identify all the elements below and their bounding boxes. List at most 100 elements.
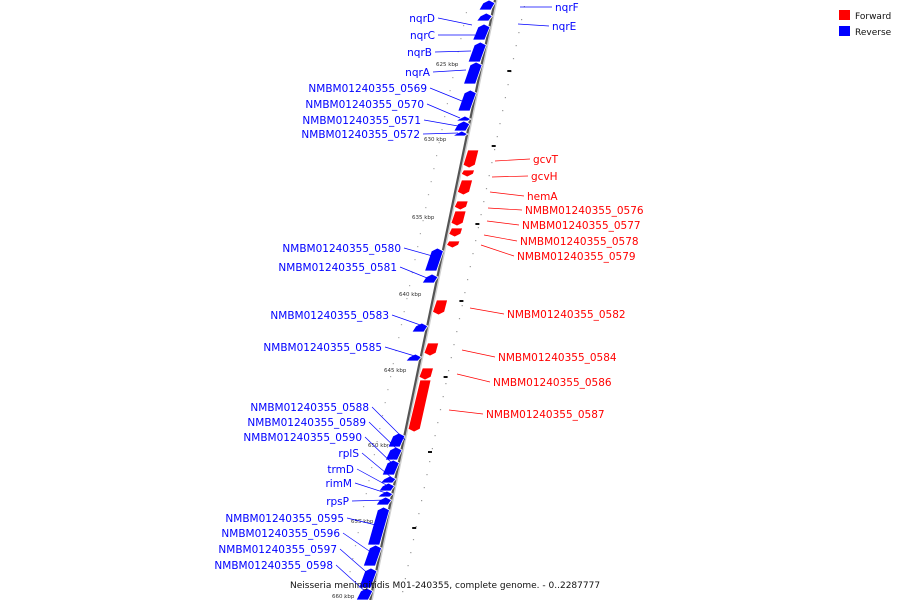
leader-nqrb	[434, 50, 472, 53]
gene-nmbm01240355-0577[interactable]	[450, 210, 467, 227]
gene-nqrc[interactable]	[472, 23, 491, 41]
guide-dot-right	[426, 474, 428, 476]
guide-dot-right	[464, 292, 466, 294]
gene-label-hema[interactable]: hemA	[527, 191, 558, 203]
gene-label-rimm[interactable]: rimM	[325, 478, 352, 490]
gene-label-nmbm01240355-0597[interactable]: NMBM01240355_0597	[218, 544, 337, 556]
gene-label-nmbm01240355-0584[interactable]: NMBM01240355_0584	[498, 352, 617, 364]
guide-dot-left	[446, 103, 448, 105]
gene-label-nmbm01240355-0581[interactable]: NMBM01240355_0581	[278, 262, 397, 274]
gene-nmbm01240355-0596[interactable]	[362, 544, 383, 567]
gene-nqra[interactable]	[462, 61, 483, 85]
leader-nmbm01240355-0581	[399, 266, 433, 281]
guide-dot-right	[512, 58, 515, 60]
backbone-shadow	[370, 0, 498, 600]
guide-dot-right	[483, 201, 485, 203]
gene-rpsp[interactable]	[375, 496, 393, 506]
gene-label-nqrf[interactable]: nqrF	[555, 2, 579, 14]
gene-label-nmbm01240355-0596[interactable]: NMBM01240355_0596	[221, 528, 340, 540]
gene-label-nmbm01240355-0598[interactable]: NMBM01240355_0598	[214, 560, 333, 572]
gene-nmbm01240355-0580[interactable]	[424, 247, 444, 272]
gene-gcvt[interactable]	[462, 149, 480, 169]
gene-nmbm01240355-0582[interactable]	[432, 299, 449, 316]
gene-label-nmbm01240355-0586[interactable]: NMBM01240355_0586	[493, 377, 612, 389]
guide-dot-right	[502, 110, 504, 112]
gene-label-rpsp[interactable]: rpsP	[326, 496, 349, 508]
guide-dot-left	[438, 142, 440, 144]
gene-label-nmbm01240355-0576[interactable]: NMBM01240355_0576	[525, 205, 644, 217]
gene-label-nmbm01240355-0579[interactable]: NMBM01240355_0579	[517, 251, 636, 263]
gene-nqrd[interactable]	[475, 12, 493, 22]
gene-nmbm01240355-0576[interactable]	[453, 200, 469, 211]
gene-label-gcvh[interactable]: gcvH	[531, 171, 558, 183]
guide-dot-right	[491, 162, 493, 164]
gene-nmbm01240355-0584[interactable]	[423, 342, 440, 357]
gene-label-nqrc[interactable]: nqrC	[410, 30, 435, 42]
guide-dot-left	[422, 220, 424, 222]
gene-label-nqrd[interactable]: nqrD	[409, 13, 435, 25]
guide-dot-right	[453, 344, 455, 346]
gene-label-nmbm01240355-0577[interactable]: NMBM01240355_0577	[522, 220, 641, 232]
guide-dot-right	[485, 188, 488, 190]
leader-rimm	[354, 482, 387, 494]
gene-nmbm01240355-0571[interactable]	[453, 120, 471, 132]
gene-nmbm01240355-0598[interactable]	[355, 587, 374, 600]
guide-dot-left	[436, 155, 438, 157]
gene-trmd[interactable]	[378, 482, 396, 492]
gene-nmbm01240355-0569[interactable]	[457, 89, 477, 112]
legend-forward-label: Forward	[855, 12, 891, 22]
gene-label-nmbm01240355-0585[interactable]: NMBM01240355_0585	[263, 342, 382, 354]
gene-nqrb[interactable]	[467, 41, 487, 63]
gene-nmbm01240355-0597[interactable]	[358, 567, 378, 589]
leader-nmbm01240355-0584	[461, 349, 496, 358]
gene-label-nmbm01240355-0571[interactable]: NMBM01240355_0571	[302, 115, 421, 127]
guide-dot-left	[346, 584, 348, 586]
tick-mark	[507, 70, 512, 72]
gene-hema[interactable]	[456, 179, 474, 196]
gene-label-nmbm01240355-0582[interactable]: NMBM01240355_0582	[507, 309, 626, 321]
gene-nmbm01240355-0588[interactable]	[387, 432, 406, 448]
guide-dot-left	[357, 532, 359, 534]
gene-label-nqrb[interactable]: nqrB	[407, 47, 432, 59]
guide-dot-right	[507, 84, 509, 86]
gene-label-nmbm01240355-0572[interactable]: NMBM01240355_0572	[301, 129, 420, 141]
tick-mark	[475, 223, 480, 225]
gene-nmbm01240355-0590[interactable]	[381, 459, 400, 476]
gene-rpls[interactable]	[379, 475, 397, 484]
gene-label-gcvt[interactable]: gcvT	[533, 154, 559, 166]
gene-nmbm01240355-0578[interactable]	[448, 227, 464, 238]
gene-nmbm01240355-0579[interactable]	[445, 240, 461, 249]
gene-label-nmbm01240355-0590[interactable]: NMBM01240355_0590	[243, 432, 362, 444]
gene-nmbm01240355-0581[interactable]	[421, 273, 439, 284]
guide-dot-left	[414, 259, 416, 261]
guide-dot-right	[488, 175, 490, 177]
gene-nmbm01240355-0587[interactable]	[407, 379, 432, 433]
leader-nmbm01240355-0571	[423, 119, 459, 127]
gene-label-nqra[interactable]: nqrA	[405, 67, 431, 79]
gene-nqrf[interactable]	[478, 0, 496, 11]
gene-nmbm01240355-0586[interactable]	[418, 367, 435, 381]
gene-nmbm01240355-0583[interactable]	[411, 322, 429, 333]
tick-label: 630 kbp	[424, 137, 447, 143]
gene-label-trmd[interactable]: trmD	[327, 464, 354, 476]
gene-label-nmbm01240355-0589[interactable]: NMBM01240355_0589	[247, 417, 366, 429]
guide-dot-right	[469, 266, 471, 268]
gene-label-nmbm01240355-0588[interactable]: NMBM01240355_0588	[250, 402, 369, 414]
gene-label-nmbm01240355-0570[interactable]: NMBM01240355_0570	[305, 99, 424, 111]
leader-rpls	[361, 452, 393, 479]
gene-gcvh[interactable]	[460, 169, 476, 178]
gene-label-rpls[interactable]: rplS	[338, 448, 359, 460]
gene-label-nqre[interactable]: nqrE	[552, 21, 576, 33]
guide-dot-right	[442, 396, 444, 398]
gene-label-nmbm01240355-0580[interactable]: NMBM01240355_0580	[282, 243, 401, 255]
gene-rimm[interactable]	[376, 490, 394, 498]
gene-label-nmbm01240355-0587[interactable]: NMBM01240355_0587	[486, 409, 605, 421]
gene-nmbm01240355-0572[interactable]	[451, 130, 469, 137]
gene-nmbm01240355-0585[interactable]	[405, 353, 423, 362]
gene-label-nmbm01240355-0569[interactable]: NMBM01240355_0569	[308, 83, 427, 95]
leader-nmbm01240355-0580	[403, 247, 437, 258]
gene-nmbm01240355-0570[interactable]	[454, 115, 472, 122]
gene-label-nmbm01240355-0578[interactable]: NMBM01240355_0578	[520, 236, 639, 248]
gene-label-nmbm01240355-0595[interactable]: NMBM01240355_0595	[225, 513, 344, 525]
gene-label-nmbm01240355-0583[interactable]: NMBM01240355_0583	[270, 310, 389, 322]
